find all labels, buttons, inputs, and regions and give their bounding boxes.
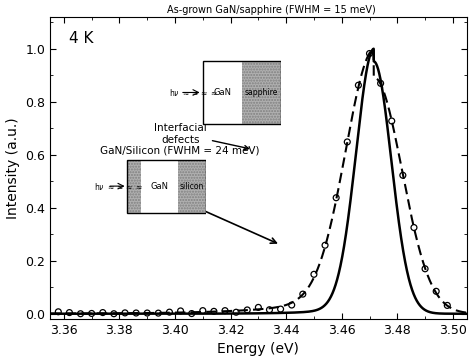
Point (55, 309, 62, 315)
Point (421, 266, 429, 272)
Point (344, 139, 351, 145)
Point (121, 310, 129, 316)
Point (88, 311, 95, 316)
Text: Interfacial
defects: Interfacial defects (154, 123, 248, 150)
Text: 4 K: 4 K (69, 30, 93, 46)
Point (377, 80, 384, 86)
Point (77, 311, 84, 317)
Point (310, 272, 318, 277)
Point (444, 303, 451, 308)
Point (221, 308, 229, 313)
Point (144, 310, 151, 316)
Point (232, 310, 240, 315)
Point (244, 307, 251, 313)
Point (366, 51, 374, 56)
Point (210, 308, 218, 314)
Y-axis label: Intensity (a.u.): Intensity (a.u.) (6, 117, 19, 219)
Point (299, 291, 307, 297)
Point (266, 307, 273, 313)
Point (199, 308, 207, 313)
Point (110, 311, 118, 317)
Point (355, 82, 362, 88)
Point (432, 289, 440, 294)
Point (177, 308, 184, 314)
Point (388, 118, 395, 124)
Point (255, 304, 262, 310)
Point (332, 195, 340, 201)
Point (188, 311, 195, 316)
Point (277, 306, 284, 312)
Point (321, 242, 329, 248)
Point (410, 225, 418, 231)
Point (99, 310, 107, 315)
Text: GaN/Silicon (FWHM = 24 meV): GaN/Silicon (FWHM = 24 meV) (100, 145, 259, 155)
Point (165, 309, 173, 315)
Point (155, 310, 162, 316)
Point (65, 310, 73, 315)
X-axis label: Energy (eV): Energy (eV) (218, 342, 299, 357)
Point (288, 302, 295, 308)
Point (399, 172, 407, 178)
Point (132, 310, 140, 316)
Text: As-grown GaN/sapphire (FWHM = 15 meV): As-grown GaN/sapphire (FWHM = 15 meV) (167, 5, 375, 16)
